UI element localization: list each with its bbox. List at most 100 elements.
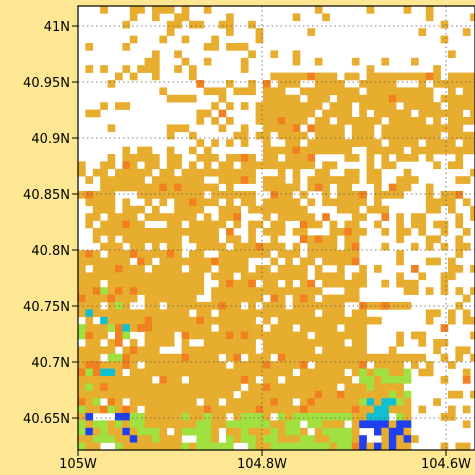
grid-cell [263,346,271,355]
grid-cell [122,220,131,229]
grid-cell [166,368,175,377]
grid-cell [314,57,323,66]
grid-cell [351,72,360,81]
grid-cell [107,368,116,377]
grid-cell [322,346,330,355]
grid-cell [285,198,293,207]
grid-cell [196,265,205,273]
grid-cell [107,287,116,295]
grid-cell [174,257,182,266]
grid-cell [107,398,116,406]
grid-cell [129,383,138,392]
grid-cell [285,390,293,399]
grid-cell [366,420,375,429]
grid-cell [418,109,427,118]
grid-cell [470,80,475,88]
grid-cell [196,435,205,443]
grid-cell [285,346,293,355]
grid-cell [337,420,345,429]
grid-cell [226,43,234,51]
grid-cell [100,65,108,73]
grid-cell [351,435,360,443]
grid-cell [181,353,190,362]
grid-cell [263,94,271,103]
grid-cell [159,405,168,414]
grid-cell [277,405,286,414]
grid-cell [403,131,412,140]
grid-cell [292,242,301,251]
grid-cell [174,220,182,229]
grid-cell [411,435,419,443]
grid-cell [92,353,101,362]
grid-cell [203,265,212,273]
grid-cell [329,257,338,266]
grid-cell [322,13,330,22]
grid-cell [277,390,286,399]
grid-cell [329,420,338,429]
grid-cell [470,205,475,214]
grid-cell [462,28,471,36]
grid-cell [322,324,330,332]
grid-cell [307,279,316,288]
grid-cell [418,213,427,221]
grid-cell [189,65,197,73]
grid-cell [351,235,360,244]
grid-cell [277,427,286,436]
grid-cell [388,361,397,369]
grid-cell [337,309,345,318]
grid-cell [248,272,256,281]
grid-cell [300,413,308,421]
grid-cell [166,94,175,103]
grid-cell [337,390,345,399]
grid-cell [92,265,101,273]
grid-cell [196,420,205,429]
grid-cell [189,191,197,199]
grid-cell [129,287,138,295]
grid-cell [152,361,160,369]
grid-cell [388,161,397,170]
grid-cell [240,57,249,66]
grid-cell [285,94,293,103]
grid-cell [351,353,360,362]
grid-cell [374,368,382,377]
grid-cell [263,176,271,184]
grid-cell [411,124,419,133]
grid-cell [107,161,116,170]
grid-cell [351,316,360,325]
grid-cell [233,346,242,355]
grid-cell [85,191,94,199]
grid-cell [381,353,390,362]
grid-cell [240,279,249,288]
grid-cell [270,368,279,377]
grid-cell [366,161,375,170]
grid-cell [248,50,256,59]
grid-cell [152,228,160,236]
grid-cell [285,139,293,147]
grid-cell [152,272,160,281]
grid-cell [248,242,256,251]
grid-cell [322,131,330,140]
grid-cell [240,376,249,384]
grid-cell [248,353,256,362]
grid-cell [196,368,205,377]
grid-cell [203,228,212,236]
grid-cell [137,220,145,229]
grid-cell [411,57,419,66]
grid-cell [448,272,456,281]
grid-cell [196,413,205,421]
grid-cell [277,413,286,421]
grid-cell [85,376,94,384]
grid-cell [277,294,286,303]
lat-tick-label: 41N [44,20,70,35]
grid-cell [285,124,293,133]
grid-cell [337,257,345,266]
grid-cell [233,427,242,436]
grid-cell [462,376,471,384]
grid-cell [181,339,190,347]
grid-cell [152,420,160,429]
grid-cell [277,183,286,192]
grid-cell [344,198,353,207]
grid-cell [248,339,256,347]
grid-cell [270,161,279,170]
grid-cell [240,427,249,436]
